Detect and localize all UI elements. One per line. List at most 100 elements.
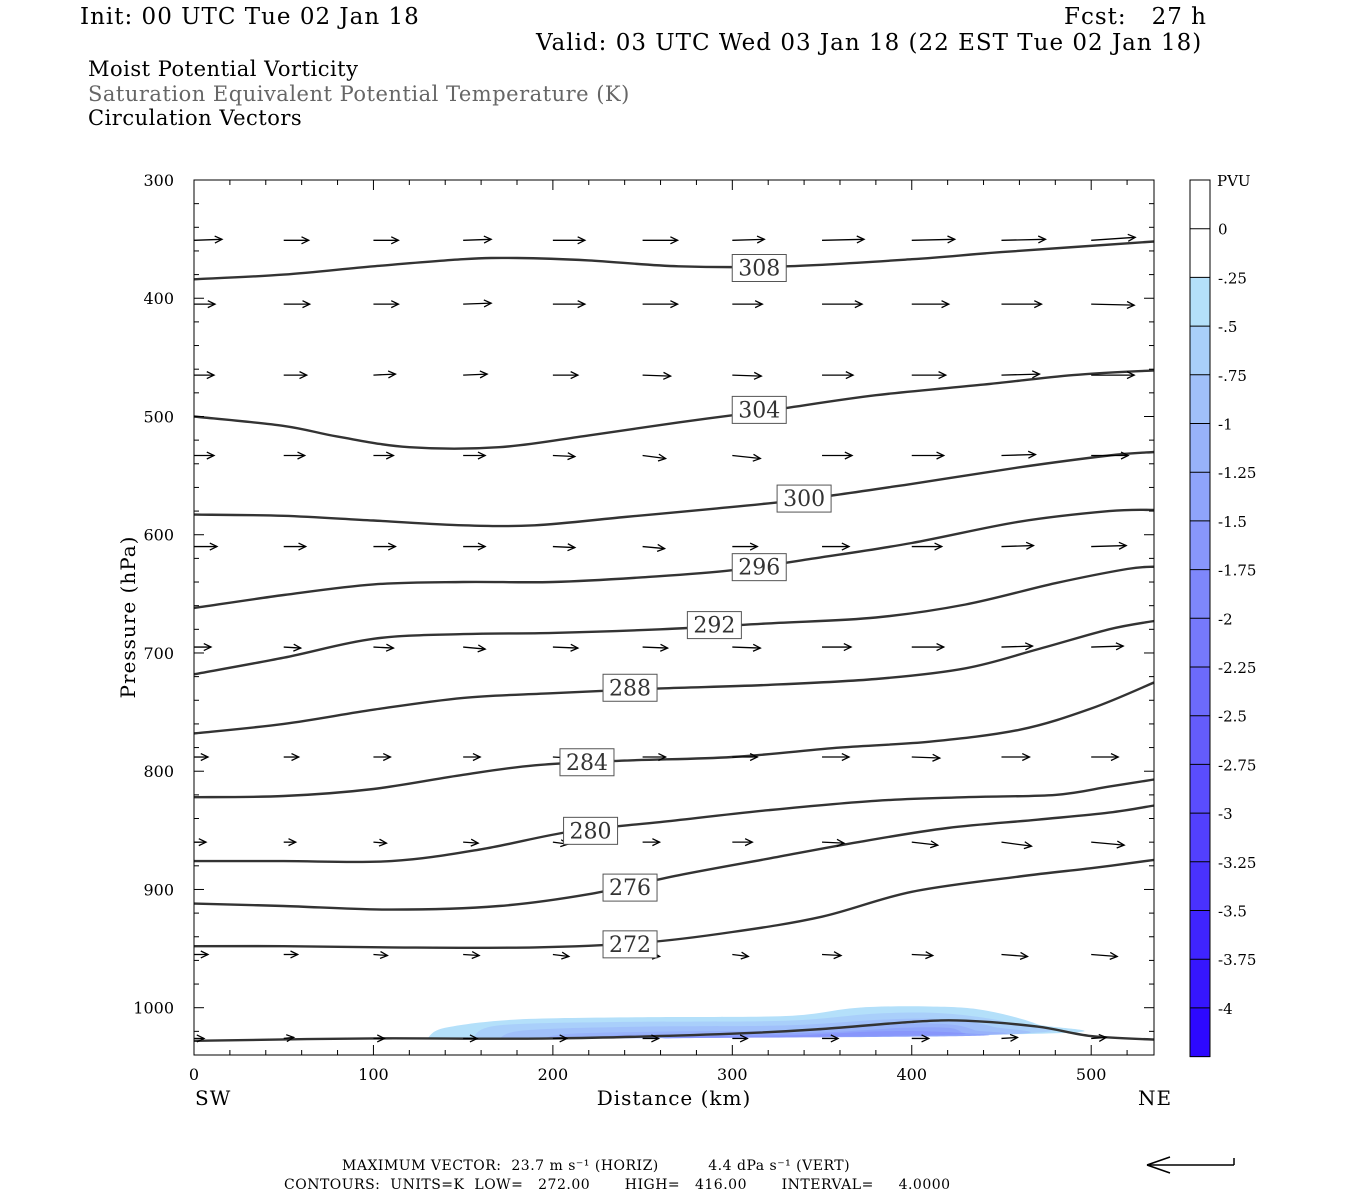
contour-line-296 [193,508,1155,610]
colorbar-segment [1190,667,1210,717]
valid-time: Valid: 03 UTC Wed 03 Jan 18 (22 EST Tue … [536,30,1203,56]
colorbar-segment [1190,861,1210,911]
colorbar-label: 0 [1218,221,1228,239]
circulation-vector [822,951,843,960]
contour-label-layer: 308 304 300 296 292 288 284 280 276 272 [559,254,832,959]
colorbar-label: -1.25 [1218,464,1256,482]
circulation-vector [822,642,853,652]
contour-label-308: 308 [738,257,780,282]
circulation-vector [1091,300,1136,310]
colorbar-label: -.75 [1218,367,1247,385]
contour-label-box [731,254,787,282]
circulation-vector [283,371,309,380]
colorbar-title: PVU [1217,172,1251,190]
colorbar: 0 -.25 -.5 -.75 -1 -1.25 -1.5 -1.75 -2 -2.25 -2.5 -… [1189,179,1256,1058]
circulation-vector [283,451,307,460]
circulation-vector [194,542,219,551]
colorbar-segment [1190,326,1210,376]
x-tick-label: 300 [717,1065,748,1084]
x-tick-label: 100 [358,1065,389,1084]
circulation-vector [1091,840,1126,849]
circulation-vector [373,1034,386,1043]
contour-line-272 [193,858,1155,950]
circulation-vector [552,452,577,461]
y-tick-label: 300 [143,171,174,190]
colorbar-segment [1190,1007,1210,1058]
contour-label-292: 292 [693,614,735,639]
circulation-vector [1091,371,1136,380]
x-end-label-right: NE [1138,1086,1172,1110]
circulation-vector [463,299,493,308]
circulation-vector [1091,541,1128,550]
circulation-vector [1091,1033,1108,1042]
circulation-vector [911,1034,931,1043]
circulation-vector [911,951,935,960]
circulation-vector [552,236,587,245]
colorbar-segment [1190,228,1210,278]
contour-label-304: 304 [738,398,780,423]
circulation-vector [732,1034,749,1043]
colorbar-label: -1 [1218,416,1233,434]
circulation-vector [822,752,851,762]
circulation-vector [463,951,481,960]
colorbar-label: -3.75 [1218,951,1256,969]
colorbar-segment [1190,764,1210,814]
x-end-label-left: SW [195,1086,231,1110]
circulation-vector [1001,450,1037,459]
contour-label-300: 300 [783,487,825,512]
circulation-vector [642,453,668,462]
circulation-vector [373,950,389,960]
circulation-vector [193,235,224,244]
circulation-vector [194,300,217,309]
circulation-vector [463,542,487,551]
circulation-vector [911,235,957,244]
circulation-vector [552,543,577,552]
circulation-vector [373,643,395,652]
contour-label-box [563,816,619,845]
circulation-vector [642,543,667,552]
colorbar-label: -2.75 [1218,756,1256,774]
colorbar-segment [1190,715,1210,765]
x-tick-label: 200 [538,1065,569,1084]
contour-label-box [731,395,787,424]
circulation-vector [1001,642,1034,651]
contour-label-288: 288 [609,676,651,701]
circulation-vector [1001,300,1043,309]
y-tick-label: 700 [143,644,174,663]
colorbar-segment [1190,813,1210,863]
circulation-vector [822,451,854,460]
circulation-vector [283,643,303,652]
circulation-vector [1001,1033,1019,1042]
contours-note: CONTOURS: UNITS=K LOW= 272.00 HIGH= 416.… [284,1177,951,1193]
contour-line-304 [193,369,1155,450]
y-tick-label: 600 [143,526,174,545]
circulation-vector [283,1034,296,1043]
colorbar-label: -.5 [1218,318,1237,336]
circulation-vector [642,752,668,762]
circulation-vector [463,644,487,653]
y-tick-label: 900 [143,880,174,899]
colorbar-segment [1190,910,1210,960]
circulation-vector [732,542,759,551]
circulation-vector [373,752,392,762]
circulation-vector [373,236,400,245]
contour-label-box [776,484,832,513]
circulation-vector [1001,541,1035,550]
circulation-vector [1001,752,1031,762]
y-tick-label: 800 [143,762,174,781]
circulation-vector [283,300,312,309]
circulation-vector [194,371,216,380]
circulation-vector [283,236,311,245]
circulation-vector [373,370,397,379]
contour-label-276: 276 [609,876,651,901]
colorbar-segment [1190,180,1210,230]
y-tick-label: 400 [143,289,174,308]
pv-shade-region [660,1030,966,1039]
circulation-vector [463,451,487,460]
circulation-vector [194,642,213,652]
circulation-vector [194,752,210,762]
circulation-vector [463,235,493,244]
colorbar-label: -2.25 [1218,659,1256,677]
circulation-vector [463,1034,479,1043]
contour-label-box [686,611,742,640]
